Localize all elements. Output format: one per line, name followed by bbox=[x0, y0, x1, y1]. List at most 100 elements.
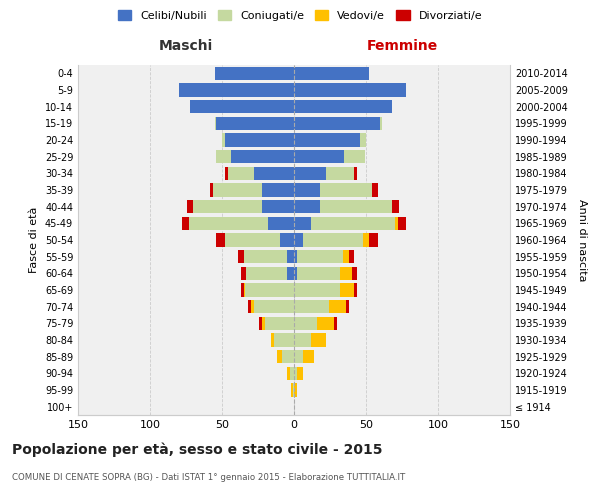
Bar bbox=[317, 316, 334, 330]
Bar bbox=[179, 84, 294, 96]
Bar bbox=[290, 366, 294, 380]
Bar bbox=[280, 234, 294, 246]
Bar bbox=[294, 184, 320, 196]
Bar bbox=[262, 316, 265, 330]
Bar bbox=[294, 350, 302, 364]
Bar bbox=[187, 200, 193, 213]
Bar bbox=[344, 150, 365, 164]
Bar bbox=[215, 116, 216, 130]
Bar bbox=[225, 134, 294, 146]
Bar bbox=[287, 250, 294, 264]
Bar bbox=[287, 266, 294, 280]
Bar bbox=[190, 100, 294, 114]
Bar bbox=[248, 300, 251, 314]
Bar bbox=[326, 166, 355, 180]
Bar bbox=[225, 166, 228, 180]
Y-axis label: Fasce di età: Fasce di età bbox=[29, 207, 39, 273]
Bar bbox=[398, 216, 406, 230]
Bar bbox=[360, 134, 366, 146]
Legend: Celibi/Nubili, Coniugati/e, Vedovi/e, Divorziati/e: Celibi/Nubili, Coniugati/e, Vedovi/e, Di… bbox=[113, 6, 487, 25]
Bar bbox=[355, 284, 358, 296]
Bar bbox=[247, 266, 287, 280]
Bar bbox=[245, 284, 294, 296]
Bar bbox=[294, 150, 344, 164]
Bar bbox=[216, 234, 225, 246]
Bar bbox=[265, 316, 294, 330]
Bar bbox=[297, 250, 343, 264]
Bar bbox=[193, 200, 262, 213]
Bar bbox=[277, 350, 283, 364]
Bar bbox=[271, 334, 274, 346]
Bar bbox=[291, 384, 293, 396]
Bar bbox=[294, 334, 311, 346]
Bar bbox=[294, 234, 302, 246]
Bar bbox=[355, 166, 358, 180]
Bar bbox=[189, 216, 268, 230]
Bar bbox=[254, 166, 294, 180]
Bar bbox=[241, 266, 247, 280]
Bar bbox=[302, 350, 314, 364]
Bar bbox=[311, 334, 326, 346]
Bar bbox=[216, 116, 294, 130]
Bar bbox=[363, 234, 369, 246]
Bar bbox=[343, 250, 349, 264]
Bar bbox=[349, 250, 355, 264]
Bar bbox=[294, 134, 360, 146]
Bar bbox=[241, 284, 244, 296]
Text: COMUNE DI CENATE SOPRA (BG) - Dati ISTAT 1° gennaio 2015 - Elaborazione TUTTITAL: COMUNE DI CENATE SOPRA (BG) - Dati ISTAT… bbox=[12, 472, 405, 482]
Bar bbox=[294, 116, 380, 130]
Bar bbox=[302, 234, 363, 246]
Bar bbox=[346, 300, 349, 314]
Bar bbox=[352, 266, 358, 280]
Bar bbox=[214, 184, 262, 196]
Bar bbox=[294, 366, 297, 380]
Bar bbox=[268, 216, 294, 230]
Bar bbox=[222, 134, 225, 146]
Bar bbox=[244, 284, 245, 296]
Bar bbox=[182, 216, 189, 230]
Bar bbox=[294, 250, 297, 264]
Bar bbox=[294, 284, 340, 296]
Bar bbox=[311, 216, 395, 230]
Bar bbox=[294, 166, 326, 180]
Bar bbox=[320, 184, 372, 196]
Y-axis label: Anni di nascita: Anni di nascita bbox=[577, 198, 587, 281]
Bar bbox=[228, 166, 254, 180]
Bar bbox=[329, 300, 346, 314]
Bar bbox=[297, 366, 302, 380]
Bar bbox=[320, 200, 392, 213]
Bar bbox=[380, 116, 382, 130]
Bar bbox=[334, 316, 337, 330]
Bar bbox=[283, 350, 294, 364]
Bar bbox=[259, 316, 262, 330]
Bar bbox=[294, 384, 297, 396]
Bar bbox=[262, 200, 294, 213]
Bar bbox=[294, 84, 406, 96]
Bar bbox=[211, 184, 214, 196]
Bar bbox=[225, 234, 280, 246]
Text: Popolazione per età, sesso e stato civile - 2015: Popolazione per età, sesso e stato civil… bbox=[12, 442, 383, 457]
Bar bbox=[287, 366, 290, 380]
Bar bbox=[215, 66, 294, 80]
Bar bbox=[294, 216, 311, 230]
Bar bbox=[262, 184, 294, 196]
Bar bbox=[294, 100, 392, 114]
Text: Femmine: Femmine bbox=[367, 40, 437, 54]
Bar bbox=[340, 266, 352, 280]
Bar bbox=[294, 66, 369, 80]
Bar bbox=[294, 266, 297, 280]
Bar bbox=[294, 316, 317, 330]
Bar bbox=[297, 266, 340, 280]
Bar bbox=[395, 216, 398, 230]
Bar bbox=[369, 234, 377, 246]
Bar bbox=[274, 334, 294, 346]
Bar bbox=[392, 200, 399, 213]
Bar bbox=[340, 284, 355, 296]
Bar bbox=[244, 250, 287, 264]
Bar bbox=[238, 250, 244, 264]
Bar bbox=[254, 300, 294, 314]
Bar bbox=[294, 300, 329, 314]
Bar bbox=[372, 184, 377, 196]
Bar bbox=[293, 384, 294, 396]
Bar bbox=[230, 150, 294, 164]
